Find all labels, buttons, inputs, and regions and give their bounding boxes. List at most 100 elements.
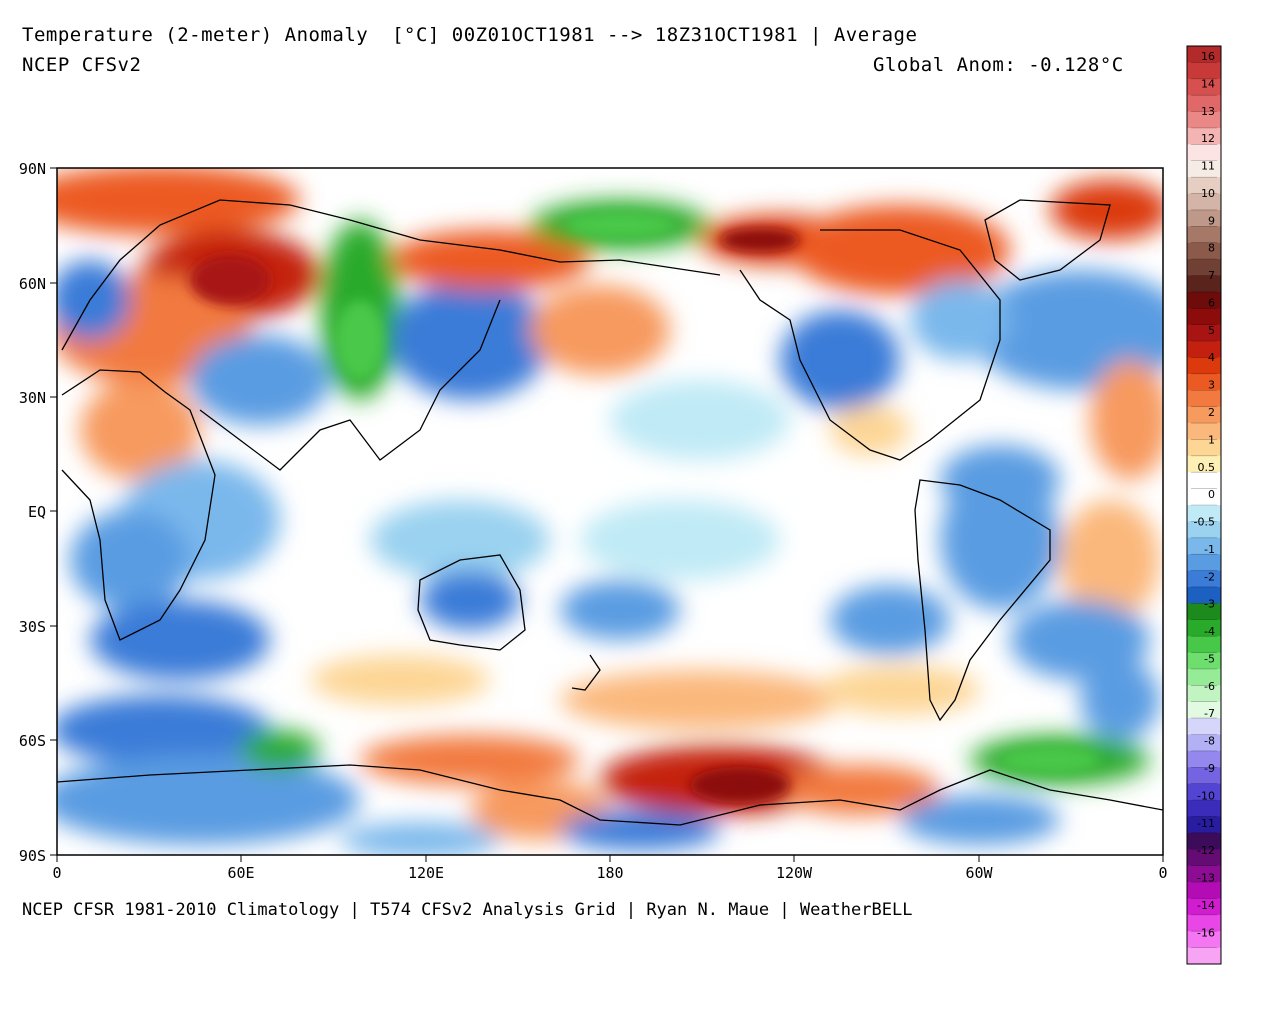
colorbar-label: 1 [1208, 433, 1215, 446]
colorbar-swatch [1187, 406, 1221, 424]
colorbar-swatch [1187, 488, 1221, 506]
colorbar-label: 11 [1201, 160, 1215, 173]
lat-label: 60S [19, 732, 46, 750]
colorbar-swatch [1187, 275, 1221, 293]
colorbar-swatch [1187, 668, 1221, 686]
colorbar-swatch [1187, 455, 1221, 473]
colorbar-swatch [1187, 390, 1221, 408]
lat-label: EQ [28, 503, 46, 521]
lat-label: 90N [19, 160, 46, 178]
anomaly-field [57, 168, 1163, 855]
colorbar-swatch [1187, 783, 1221, 801]
colorbar-swatch [1187, 570, 1221, 588]
colorbar-swatch [1187, 636, 1221, 653]
lon-label: 60E [227, 864, 254, 882]
colorbar-swatch [1187, 439, 1221, 457]
colorbar-swatch [1187, 882, 1221, 899]
colorbar-label: 13 [1201, 105, 1215, 118]
colorbar-label: -3 [1204, 598, 1215, 611]
colorbar-label: 3 [1208, 379, 1215, 392]
lon-label: 60W [965, 864, 993, 882]
colorbar-swatch [1187, 46, 1221, 63]
colorbar-swatch [1187, 209, 1221, 227]
footer-credit: NCEP CFSR 1981-2010 Climatology | T574 C… [22, 900, 913, 920]
lat-label: 30S [19, 618, 46, 636]
colorbar-swatch [1187, 78, 1221, 96]
lat-label: 60N [19, 275, 46, 293]
colorbar-label: -13 [1197, 872, 1215, 885]
map-title: Temperature (2-meter) Anomaly [°C] 00Z01… [22, 24, 918, 46]
colorbar-swatch [1187, 521, 1221, 539]
colorbar-swatch [1187, 127, 1221, 145]
model-label: NCEP CFSv2 [22, 54, 142, 76]
colorbar-swatch [1187, 685, 1221, 703]
colorbar-label: 7 [1208, 269, 1215, 282]
coastlines [57, 199, 1163, 826]
colorbar-label: -4 [1204, 625, 1215, 638]
colorbar-label: 6 [1208, 297, 1215, 310]
colorbar-swatch [1187, 423, 1221, 440]
colorbar-label: 8 [1208, 242, 1215, 255]
colorbar-swatch [1187, 832, 1221, 850]
colorbar-swatch [1187, 373, 1221, 391]
lat-label: 90S [19, 847, 46, 865]
colorbar-swatch [1187, 111, 1221, 129]
colorbar-swatch [1187, 816, 1221, 834]
colorbar-label: -10 [1197, 789, 1215, 802]
colorbar-label: 14 [1201, 77, 1215, 90]
colorbar-swatch [1187, 259, 1221, 276]
lon-label: 180 [596, 864, 623, 882]
colorbar-swatch [1187, 505, 1221, 522]
colorbar-swatch [1187, 324, 1221, 342]
latitude-axis: 90N 60N 30N EQ 30S 60S 90S [19, 160, 57, 865]
colorbar-label: -5 [1204, 653, 1215, 666]
colorbar-swatch [1187, 62, 1221, 80]
colorbar-swatch [1187, 849, 1221, 867]
colorbar-labels: 16 14 13 12 11 10 9 8 7 6 5 4 3 2 1 0.5 0 -0.5 -1 -2 -3 -4 -5 -… [1194, 50, 1215, 939]
colorbar-label: -0.5 [1194, 516, 1215, 529]
colorbar-label: -12 [1197, 844, 1215, 857]
colorbar-swatch [1187, 586, 1221, 604]
lon-label: 0 [1158, 864, 1167, 882]
colorbar-label: -8 [1204, 735, 1215, 748]
colorbar-swatch [1187, 701, 1221, 719]
colorbar-swatch [1187, 603, 1221, 621]
colorbar-label: 9 [1208, 214, 1215, 227]
colorbar-swatch [1187, 947, 1221, 965]
colorbar-swatch [1187, 914, 1221, 932]
colorbar-swatch [1187, 160, 1221, 178]
colorbar-label: -7 [1204, 707, 1215, 720]
colorbar-swatch [1187, 865, 1221, 883]
colorbar-frame [1186, 45, 1222, 965]
global-anomaly-label: Global Anom: -0.128°C [873, 54, 1124, 76]
colorbar-swatch [1187, 357, 1221, 375]
lon-label: 120E [408, 864, 444, 882]
colorbar: 16 14 13 12 11 10 9 8 7 6 5 4 3 2 1 0.5 0 -0.5 -1 -2 -3 -4 -5 -… [1186, 45, 1222, 965]
colorbar-swatch [1187, 95, 1221, 112]
colorbar-swatch [1187, 931, 1221, 948]
colorbar-swatch [1187, 767, 1221, 785]
colorbar-label: -1 [1204, 543, 1215, 556]
colorbar-label: 4 [1208, 351, 1215, 364]
lat-label: 30N [19, 389, 46, 407]
colorbar-swatch [1187, 177, 1221, 194]
colorbar-swatch [1187, 898, 1221, 916]
colorbar-swatch [1187, 750, 1221, 768]
colorbar-label: -14 [1197, 899, 1215, 912]
colorbar-swatch [1187, 226, 1221, 244]
colorbar-label: 0 [1208, 488, 1215, 501]
colorbar-swatch [1187, 144, 1221, 162]
colorbar-swatch [1187, 291, 1221, 309]
colorbar-swatch [1187, 193, 1221, 211]
colorbar-label: -6 [1204, 680, 1215, 693]
colorbar-label: 0.5 [1198, 461, 1216, 474]
colorbar-swatch [1187, 718, 1221, 735]
longitude-axis: 0 60E 120E 180 120W 60W 0 [52, 855, 1168, 882]
colorbar-label: 12 [1201, 132, 1215, 145]
colorbar-swatches [1187, 45, 1221, 965]
colorbar-swatch [1187, 472, 1221, 489]
colorbar-swatch [1187, 242, 1221, 260]
colorbar-label: 16 [1201, 50, 1215, 63]
colorbar-swatch [1187, 734, 1221, 752]
